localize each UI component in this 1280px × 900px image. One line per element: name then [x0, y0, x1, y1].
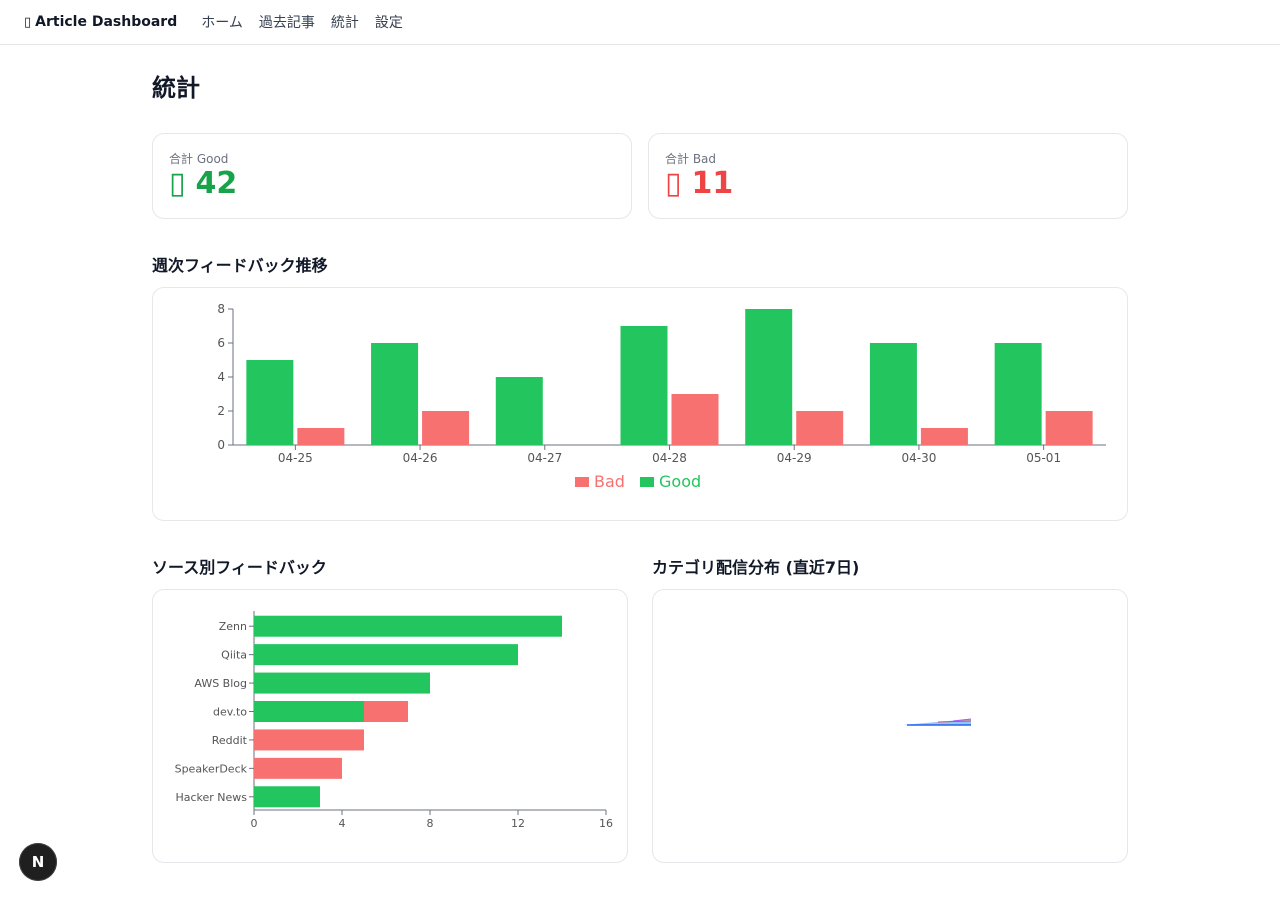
- category-slice-edge: [937, 720, 972, 723]
- total-good-card: 合計 Good ▯ 42: [152, 133, 632, 219]
- legend-swatch-good: [640, 477, 654, 487]
- dev-tools-label: N: [31, 853, 45, 871]
- x-tick-label: 04-29: [777, 451, 812, 465]
- x-tick-label: 8: [427, 817, 434, 830]
- bar-bad: [1045, 411, 1093, 445]
- bar-good: [620, 326, 668, 445]
- total-good-label: 合計 Good: [169, 152, 229, 166]
- y-tick-label: 4: [217, 370, 225, 384]
- top-nav: ▯ Article Dashboard ホーム 過去記事 統計 設定: [0, 0, 1280, 45]
- brand[interactable]: ▯ Article Dashboard: [24, 14, 177, 30]
- nav-link-stats[interactable]: 統計: [330, 15, 359, 31]
- source-feedback-chart: 0 4 8 12 16 Zenn Qiita AWS Blog dev.to Reddit Spea…: [175, 611, 613, 830]
- bar-good: [745, 309, 793, 445]
- x-tick-label: 04-27: [527, 451, 562, 465]
- bar-good: [254, 786, 320, 808]
- bar-bad: [422, 411, 470, 445]
- nav-link-settings[interactable]: 設定: [374, 15, 403, 31]
- total-bad-value-row: ▯ 11: [665, 166, 733, 201]
- bar-bad: [796, 411, 844, 445]
- bar-bad: [920, 428, 968, 445]
- weekly-feedback-chart: 0 2 4 6 8 04-25 04-26 04-27 04-28 04-29 04-30 05-01…: [217, 302, 1106, 491]
- bar-good: [254, 644, 518, 666]
- thumbs-up-icon: ▯: [169, 166, 186, 201]
- total-bad-label: 合計 Bad: [665, 152, 717, 166]
- total-good-value-row: ▯ 42: [169, 166, 237, 201]
- y-tick-label: 8: [217, 302, 225, 316]
- brand-label: Article Dashboard: [35, 14, 178, 30]
- y-tick-label: dev.to: [213, 706, 247, 719]
- source-section-title: ソース別フィードバック: [152, 558, 327, 577]
- legend-label-good: Good: [659, 472, 701, 491]
- y-tick-label: Zenn: [219, 620, 247, 633]
- bar-bad: [671, 394, 719, 445]
- total-good-value: 42: [195, 166, 238, 201]
- x-tick-label: 4: [339, 817, 346, 830]
- bar-good: [254, 615, 562, 637]
- total-bad-card: 合計 Bad ▯ 11: [648, 133, 1128, 219]
- bar-good: [994, 343, 1042, 445]
- category-chart-card: [652, 589, 1128, 863]
- x-tick-label: 0: [251, 817, 258, 830]
- y-tick-label: 6: [217, 336, 225, 350]
- bar-good: [254, 701, 364, 722]
- bar-good: [371, 343, 419, 445]
- category-distribution-chart: [903, 718, 972, 726]
- x-tick-label: 04-28: [652, 451, 687, 465]
- category-section-title: カテゴリ配信分布 (直近7日): [652, 558, 860, 577]
- y-tick-label: Hacker News: [175, 791, 247, 804]
- y-tick-label: 0: [217, 438, 225, 452]
- legend-label-bad: Bad: [594, 472, 625, 491]
- bar-good: [246, 360, 294, 445]
- bar-good: [254, 672, 430, 694]
- y-tick-label: SpeakerDeck: [175, 762, 248, 775]
- y-tick-label: Qiita: [221, 649, 247, 662]
- total-bad-value: 11: [691, 166, 734, 201]
- dev-tools-button[interactable]: N: [19, 843, 57, 881]
- x-tick-label: 04-25: [278, 451, 313, 465]
- y-tick-label: AWS Blog: [194, 677, 247, 690]
- x-tick-label: 04-30: [901, 451, 936, 465]
- thumbs-down-icon: ▯: [665, 166, 682, 201]
- source-chart-card: 0 4 8 12 16 Zenn Qiita AWS Blog dev.to Reddit Spea…: [152, 589, 628, 863]
- page-title: 統計: [152, 74, 200, 102]
- x-tick-label: 04-26: [403, 451, 438, 465]
- x-tick-label: 12: [511, 817, 525, 830]
- x-tick-label: 05-01: [1026, 451, 1061, 465]
- bar-bad: [254, 757, 342, 779]
- bar-bad: [364, 701, 408, 722]
- category-slice-edge: [952, 718, 972, 722]
- nav-link-archive[interactable]: 過去記事: [258, 15, 315, 31]
- newspaper-icon: ▯: [24, 14, 32, 30]
- bar-good: [869, 343, 917, 445]
- nav-link-home[interactable]: ホーム: [201, 15, 243, 31]
- weekly-chart-card: 0 2 4 6 8 04-25 04-26 04-27 04-28 04-29 04-30 05-01…: [152, 287, 1128, 521]
- bar-good: [495, 377, 543, 445]
- weekly-section-title: 週次フィードバック推移: [152, 256, 328, 275]
- bar-bad: [254, 729, 364, 751]
- bar-bad: [297, 428, 345, 445]
- y-tick-label: 2: [217, 404, 225, 418]
- y-tick-label: Reddit: [212, 734, 248, 747]
- x-tick-label: 16: [599, 817, 613, 830]
- legend-swatch-bad: [575, 477, 589, 487]
